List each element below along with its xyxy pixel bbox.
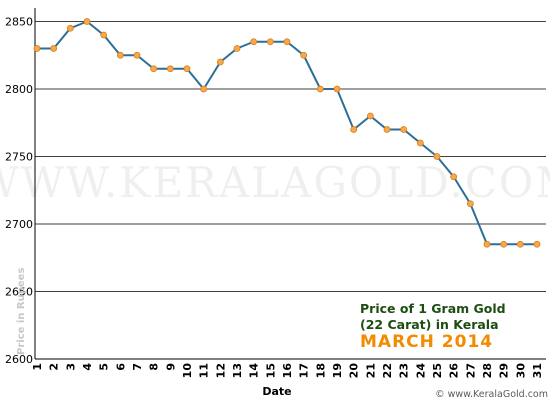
data-point bbox=[500, 240, 508, 248]
x-axis-label: Date bbox=[262, 385, 291, 398]
y-tick-labels: 2600 2650 2700 2750 2800 2850 bbox=[5, 16, 33, 367]
x-tick-label: 7 bbox=[131, 363, 144, 371]
data-point bbox=[100, 31, 108, 39]
data-point bbox=[366, 112, 374, 120]
y-tick-label: 2700 bbox=[5, 218, 33, 231]
annotation-title-line2: (22 Carat) in Kerala bbox=[360, 317, 499, 332]
x-tick-label: 9 bbox=[164, 363, 177, 371]
x-tick-label: 31 bbox=[531, 363, 544, 378]
data-point bbox=[250, 38, 258, 46]
x-tick-label: 27 bbox=[464, 363, 477, 378]
x-tick-label: 6 bbox=[114, 363, 127, 371]
x-tick-label: 11 bbox=[198, 363, 211, 378]
x-tick-label: 26 bbox=[448, 363, 461, 379]
x-tick-label: 24 bbox=[414, 363, 427, 379]
x-tick-label: 12 bbox=[214, 363, 227, 378]
data-point bbox=[150, 65, 158, 73]
data-point bbox=[416, 139, 424, 147]
data-point bbox=[466, 200, 474, 208]
x-tick-label: 29 bbox=[498, 363, 511, 378]
grid-lines bbox=[35, 21, 546, 292]
data-point bbox=[383, 126, 391, 133]
axes bbox=[34, 8, 546, 360]
x-tick-label: 16 bbox=[281, 363, 294, 379]
price-line bbox=[37, 20, 537, 246]
data-point bbox=[66, 24, 74, 32]
y-tick-label: 2800 bbox=[5, 83, 33, 96]
data-point bbox=[33, 45, 41, 52]
data-point bbox=[116, 51, 124, 59]
x-tick-label: 2 bbox=[48, 363, 61, 371]
data-point bbox=[133, 51, 141, 59]
data-point bbox=[300, 51, 308, 59]
x-tick-label: 22 bbox=[381, 363, 394, 378]
x-tick-label: 3 bbox=[64, 363, 77, 371]
annotation-month: MARCH 2014 bbox=[360, 332, 493, 352]
data-point bbox=[283, 38, 291, 46]
x-tick-label: 18 bbox=[314, 363, 327, 378]
x-tick-label: 4 bbox=[81, 363, 94, 371]
data-point bbox=[183, 65, 191, 73]
y-tick-label: 2600 bbox=[5, 353, 33, 366]
x-tick-label: 14 bbox=[248, 363, 261, 379]
credit-text: © www.KeralaGold.com bbox=[435, 389, 548, 400]
y-tick-label: 2750 bbox=[5, 151, 33, 164]
y-axis-label: Price in Rupees bbox=[16, 268, 27, 355]
x-tick-label: 5 bbox=[98, 363, 111, 371]
data-point bbox=[450, 173, 458, 181]
x-tick-label: 30 bbox=[514, 363, 527, 379]
data-point bbox=[533, 240, 541, 248]
data-point bbox=[516, 240, 524, 248]
data-point bbox=[316, 85, 324, 93]
data-point bbox=[333, 85, 341, 93]
x-tick-label: 17 bbox=[298, 363, 311, 378]
x-tick-label: 19 bbox=[331, 363, 344, 378]
x-tick-label: 15 bbox=[264, 363, 277, 378]
x-tick-label: 20 bbox=[348, 363, 361, 379]
data-point bbox=[483, 240, 491, 248]
data-point bbox=[233, 45, 241, 52]
x-tick-label: 10 bbox=[181, 363, 194, 379]
data-point bbox=[83, 18, 91, 25]
annotation-title-line1: Price of 1 Gram Gold bbox=[360, 301, 506, 316]
x-tick-label: 21 bbox=[364, 363, 377, 378]
data-point bbox=[166, 65, 174, 73]
x-tick-label: 28 bbox=[481, 363, 494, 378]
data-point bbox=[266, 38, 274, 46]
x-tick-label: 23 bbox=[398, 363, 411, 378]
y-tick-label: 2650 bbox=[5, 286, 33, 299]
x-tick-label: 1 bbox=[31, 363, 44, 371]
data-point bbox=[200, 85, 208, 93]
data-point bbox=[350, 126, 358, 133]
price-series bbox=[33, 18, 541, 248]
data-point bbox=[216, 58, 224, 66]
y-tick-label: 2850 bbox=[5, 16, 33, 29]
x-tick-label: 8 bbox=[148, 363, 161, 371]
x-tick-labels: 1 2 3 4 5 6 7 8 9 10 11 12 13 14 15 16 17 18 19 20 21 22 23 24 2… bbox=[31, 363, 544, 379]
data-point bbox=[433, 153, 441, 160]
data-point bbox=[400, 126, 408, 133]
data-point bbox=[50, 45, 58, 52]
x-tick-label: 13 bbox=[231, 363, 244, 378]
x-tick-label: 25 bbox=[431, 363, 444, 378]
